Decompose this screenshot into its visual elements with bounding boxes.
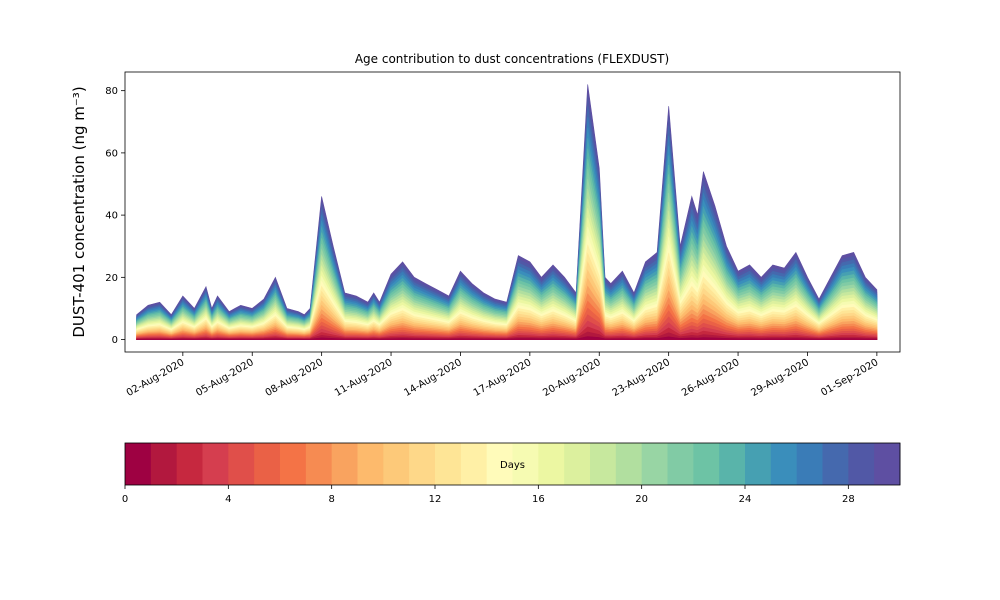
colorbar-segment — [228, 443, 255, 485]
y-tick-label: 60 — [105, 148, 118, 159]
y-tick-label: 0 — [112, 335, 118, 346]
y-axis-label: DUST-401 concentration (ng m⁻³) — [70, 86, 88, 337]
x-tick-label: 29-Aug-2020 — [749, 357, 811, 399]
colorbar-segment — [564, 443, 591, 485]
colorbar-segment — [590, 443, 617, 485]
colorbar-frame — [124, 442, 901, 486]
x-tick-label: 14-Aug-2020 — [402, 357, 464, 399]
colorbar-segment — [125, 443, 152, 485]
y-tick-label: 20 — [105, 273, 118, 284]
y-tick-label: 40 — [105, 211, 118, 222]
colorbar-segment — [538, 443, 565, 485]
colorbar-segment — [305, 443, 333, 485]
y-axis: 0 20 40 60 80 — [105, 86, 125, 346]
colorbar-tick-label: 0 — [122, 494, 128, 505]
colorbar-tick-label: 16 — [532, 494, 545, 505]
colorbar-segment — [693, 443, 720, 485]
colorbar-segment — [874, 443, 901, 485]
area-plot — [136, 84, 878, 340]
colorbar-segment — [848, 443, 875, 485]
colorbar-segment — [822, 443, 849, 485]
colorbar-segment — [409, 443, 436, 485]
colorbar-segment — [176, 443, 203, 485]
x-tick-label: 23-Aug-2020 — [611, 357, 673, 399]
x-tick-label: 20-Aug-2020 — [541, 357, 603, 399]
x-tick-label: 26-Aug-2020 — [680, 357, 742, 399]
colorbar-tick-label: 12 — [429, 494, 442, 505]
colorbar-segment — [280, 443, 307, 485]
colorbar-segment — [667, 443, 694, 485]
colorbar-segment — [641, 443, 668, 485]
colorbar-segment — [254, 443, 281, 485]
colorbar-tick-label: 28 — [842, 494, 855, 505]
colorbar-segment — [486, 443, 513, 485]
chart-title: Age contribution to dust concentrations … — [355, 52, 669, 66]
plot-frame — [124, 71, 901, 353]
x-tick-label: 01-Sep-2020 — [819, 357, 880, 399]
colorbar-segment — [512, 443, 539, 485]
colorbar: Days 0 4 8 12 16 20 24 28 — [122, 442, 901, 505]
colorbar-segment — [202, 443, 229, 485]
x-tick-label: 02-Aug-2020 — [125, 357, 187, 399]
x-tick-label: 08-Aug-2020 — [264, 357, 326, 399]
colorbar-label: Days — [500, 460, 525, 471]
x-tick-label: 05-Aug-2020 — [194, 357, 256, 399]
colorbar-tick-label: 20 — [635, 494, 648, 505]
x-tick-label: 17-Aug-2020 — [472, 357, 534, 399]
x-tick-label: 11-Aug-2020 — [333, 357, 395, 399]
colorbar-segment — [770, 443, 798, 485]
colorbar-segment — [150, 443, 178, 485]
colorbar-tick-label: 8 — [328, 494, 334, 505]
colorbar-segment — [435, 443, 462, 485]
y-tick-label: 80 — [105, 86, 118, 97]
colorbar-segment — [615, 443, 643, 485]
colorbar-segment — [719, 443, 746, 485]
age-layer-0-days — [136, 336, 878, 340]
colorbar-tick-label: 24 — [739, 494, 752, 505]
colorbar-tick-label: 4 — [225, 494, 231, 505]
colorbar-segment — [383, 443, 410, 485]
colorbar-segment — [796, 443, 823, 485]
colorbar-segment — [460, 443, 488, 485]
colorbar-segment — [331, 443, 358, 485]
x-axis: 02-Aug-2020 05-Aug-2020 08-Aug-2020 11-Aug-… — [125, 352, 880, 399]
colorbar-segment — [745, 443, 772, 485]
colorbar-segment — [357, 443, 384, 485]
